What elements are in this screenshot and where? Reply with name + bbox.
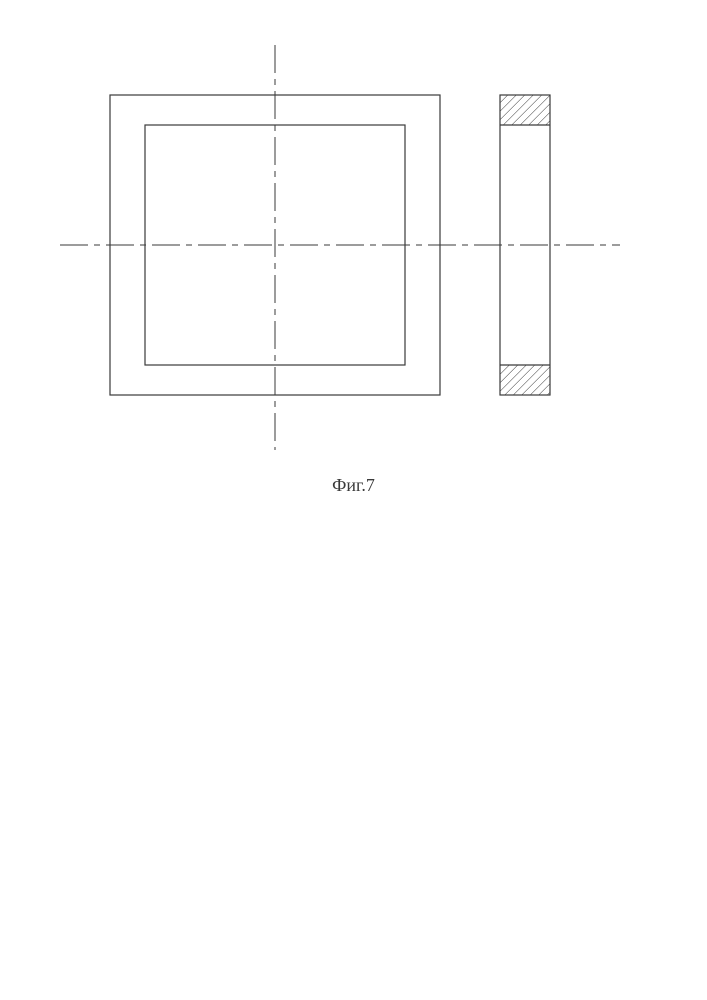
side-top-hatch	[500, 95, 550, 125]
side-bottom-hatch	[500, 365, 550, 395]
figure-caption: Фиг.7	[0, 475, 707, 496]
page: Фиг.7	[0, 0, 707, 1000]
technical-drawing	[0, 0, 707, 1000]
